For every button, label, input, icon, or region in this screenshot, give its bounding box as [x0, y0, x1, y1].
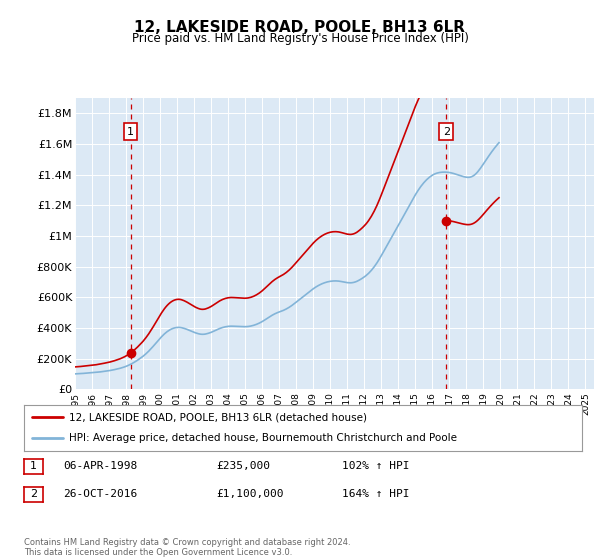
Text: £1,100,000: £1,100,000: [216, 489, 284, 499]
Text: 06-APR-1998: 06-APR-1998: [63, 461, 137, 471]
Text: Contains HM Land Registry data © Crown copyright and database right 2024.
This d: Contains HM Land Registry data © Crown c…: [24, 538, 350, 557]
Text: 12, LAKESIDE ROAD, POOLE, BH13 6LR (detached house): 12, LAKESIDE ROAD, POOLE, BH13 6LR (deta…: [68, 412, 367, 422]
Text: 26-OCT-2016: 26-OCT-2016: [63, 489, 137, 499]
Text: £235,000: £235,000: [216, 461, 270, 471]
Text: 2: 2: [443, 127, 450, 137]
Text: 12, LAKESIDE ROAD, POOLE, BH13 6LR: 12, LAKESIDE ROAD, POOLE, BH13 6LR: [134, 20, 466, 35]
Text: 102% ↑ HPI: 102% ↑ HPI: [342, 461, 409, 471]
Text: 1: 1: [30, 461, 37, 472]
Text: HPI: Average price, detached house, Bournemouth Christchurch and Poole: HPI: Average price, detached house, Bour…: [68, 433, 457, 444]
Text: 1: 1: [127, 127, 134, 137]
Text: Price paid vs. HM Land Registry's House Price Index (HPI): Price paid vs. HM Land Registry's House …: [131, 32, 469, 45]
Text: 164% ↑ HPI: 164% ↑ HPI: [342, 489, 409, 499]
Text: 2: 2: [30, 489, 37, 500]
